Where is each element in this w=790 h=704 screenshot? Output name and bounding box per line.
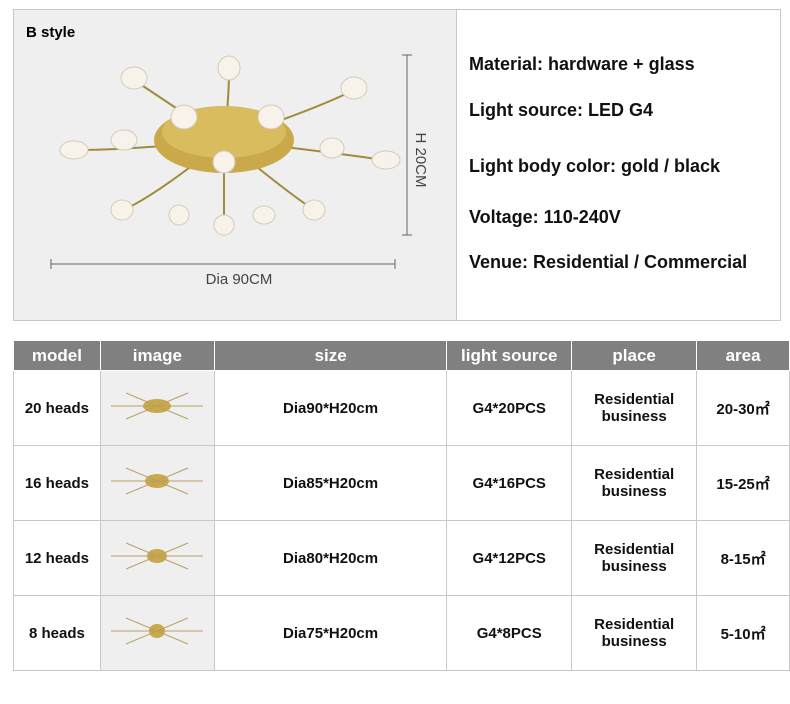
thumbnail-cell [99,520,215,596]
thumbnail [111,467,204,495]
source-cell: G4*8PCS [446,595,573,671]
header-cell: image [99,340,215,371]
table-row: 16 heads Dia85*H20cm G4*16PCS Residential b… [13,445,790,521]
size-cell: Dia80*H20cm [213,520,448,596]
area-cell: 20-30㎡ [696,370,790,446]
spec-panel: B style H 20CM Dia 90CM Mat [13,9,781,321]
style-label: B style [26,24,76,41]
model-cell: 20 heads [13,370,101,446]
table-row: 20 heads Dia90*H20cm G4*20PCS Residential b… [13,370,790,446]
area-cell: 5-10㎡ [696,595,790,671]
source-cell: G4*20PCS [446,370,573,446]
thumbnail [111,542,204,570]
thumbnail-cell [99,370,215,446]
thumbnail-cell [99,445,215,521]
thumbnail-cell [99,595,215,671]
spec-item: Light source: LED G4 [469,100,654,120]
place-cell: Residential business [571,370,698,446]
place-cell: Residential business [571,520,698,596]
source-cell: G4*12PCS [446,520,573,596]
model-table: model image size light source place area 20 h… [13,340,790,671]
source-cell: G4*16PCS [446,445,573,521]
size-cell: Dia75*H20cm [213,595,448,671]
product-image: B style H 20CM Dia 90CM [14,10,457,320]
diameter-label: Dia 90CM [206,271,273,288]
thumbnail [111,392,204,420]
thumbnail [111,617,204,645]
spec-item: Voltage: 110-240V [469,207,621,227]
area-cell: 8-15㎡ [696,520,790,596]
spec-item: Venue: Residential / Commercial [469,252,748,272]
place-cell: Residential business [571,445,698,521]
header-cell: light source [446,340,573,371]
model-cell: 16 heads [13,445,101,521]
size-cell: Dia90*H20cm [213,370,448,446]
spec-item: Light body color: gold / black [469,156,720,176]
header-cell: area [696,340,790,371]
model-cell: 12 heads [13,520,101,596]
area-cell: 15-25㎡ [696,445,790,521]
table-row: 12 heads Dia80*H20cm G4*12PCS Residential b… [13,520,790,596]
header-cell: place [571,340,698,371]
spec-item: Material: hardware + glass [469,54,695,74]
chandelier-drawing: H 20CM Dia 90CM [50,54,429,288]
table-row: 8 heads Dia75*H20cm G4*8PCS Residential bus… [13,595,790,671]
header-cell: size [213,340,448,371]
size-cell: Dia85*H20cm [213,445,448,521]
place-cell: Residential business [571,595,698,671]
model-cell: 8 heads [13,595,101,671]
height-label: H 20CM [412,132,429,187]
header-cell: model [13,340,101,371]
